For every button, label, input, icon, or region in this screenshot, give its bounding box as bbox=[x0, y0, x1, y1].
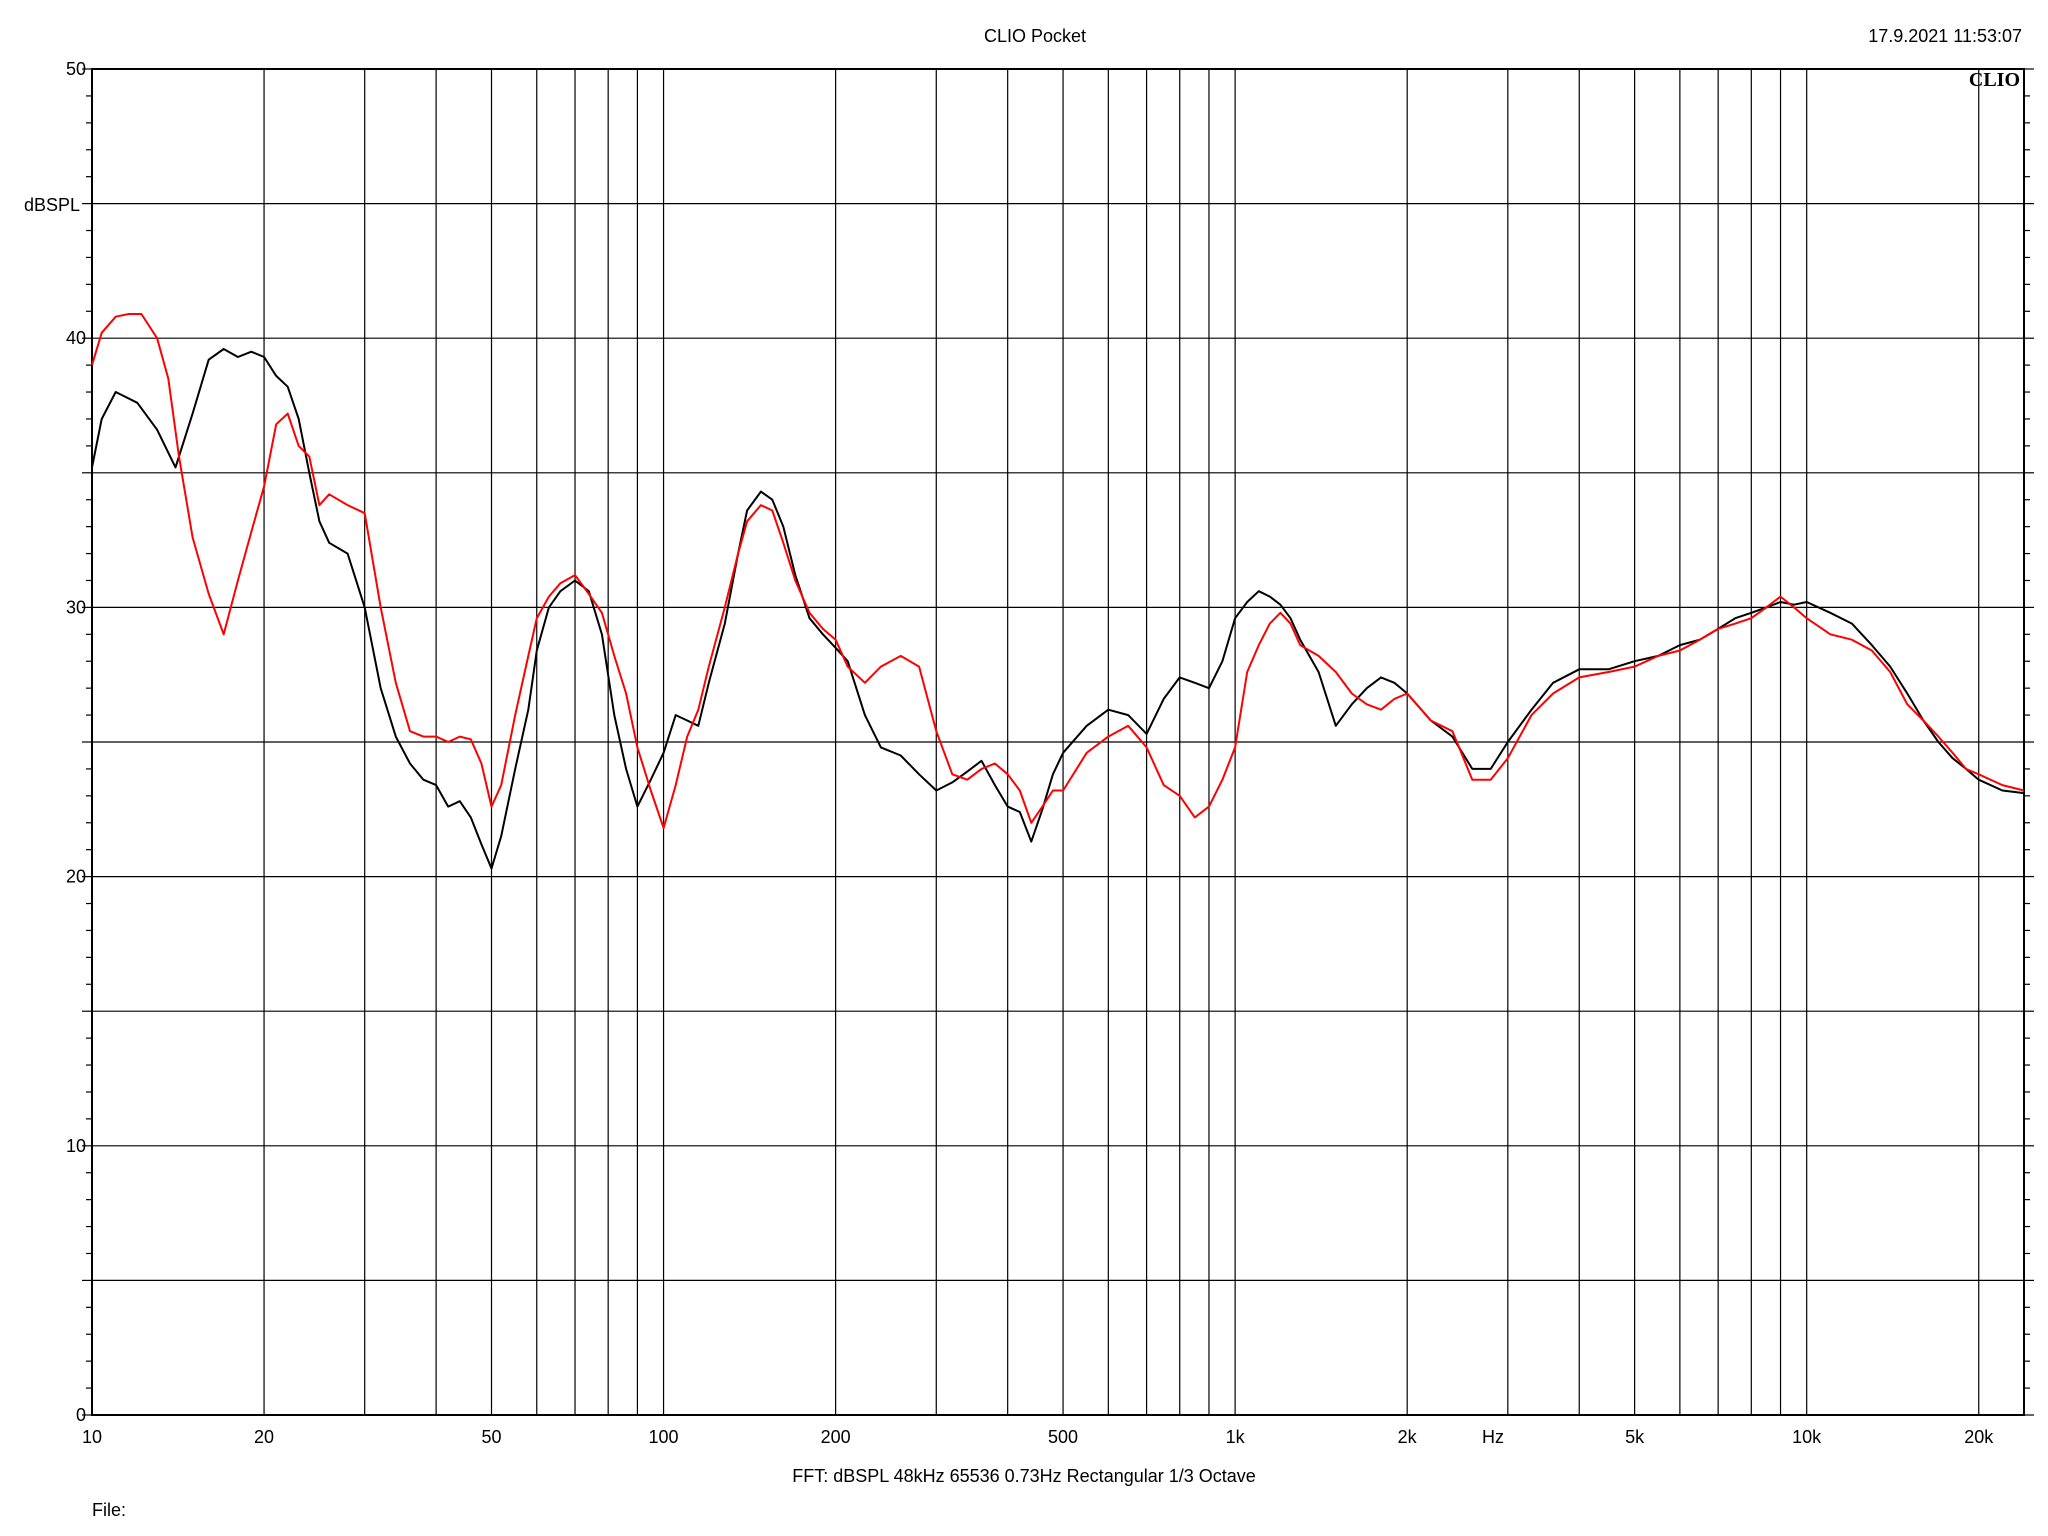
x-tick-label: 20 bbox=[254, 1427, 274, 1447]
y-axis-label: dBSPL bbox=[24, 195, 80, 215]
x-axis-tick-labels: 10 20 50 100 200 500 1k 2k 5k 10k 20k bbox=[82, 1427, 1994, 1447]
y-tick-label: 10 bbox=[66, 1136, 86, 1156]
y-tick-label: 50 bbox=[66, 59, 86, 79]
file-label: File: bbox=[92, 1500, 126, 1520]
timestamp: 17.9.2021 11:53:07 bbox=[1868, 26, 2022, 46]
y-tick-label: 20 bbox=[66, 867, 86, 887]
series-layer bbox=[91, 313, 2025, 870]
y-axis-tick-labels: 0 10 20 30 40 50 bbox=[66, 59, 86, 1425]
x-tick-label: 200 bbox=[821, 1427, 851, 1447]
y-tick-label: 0 bbox=[76, 1405, 86, 1425]
clio-logo: CLIO bbox=[1969, 69, 2020, 91]
x-axis-label: Hz bbox=[1482, 1427, 1504, 1447]
analysis-settings: FFT: dBSPL 48kHz 65536 0.73Hz Rectangula… bbox=[792, 1466, 1256, 1486]
x-tick-label: 10 bbox=[82, 1427, 102, 1447]
series-line-2 bbox=[91, 313, 2025, 830]
series-line-1 bbox=[91, 348, 2025, 870]
x-tick-label: 5k bbox=[1625, 1427, 1645, 1447]
y-tick-label: 30 bbox=[66, 597, 86, 617]
x-tick-label: 50 bbox=[481, 1427, 501, 1447]
x-tick-label: 1k bbox=[1226, 1427, 1246, 1447]
x-tick-label: 2k bbox=[1398, 1427, 1418, 1447]
chart-title: CLIO Pocket bbox=[984, 26, 1086, 46]
x-tick-label: 100 bbox=[649, 1427, 679, 1447]
major-gridlines bbox=[82, 68, 2034, 1416]
x-tick-label: 20k bbox=[1964, 1427, 1994, 1447]
plot-frame bbox=[91, 68, 2025, 1416]
x-tick-label: 10k bbox=[1792, 1427, 1822, 1447]
x-tick-label: 500 bbox=[1048, 1427, 1078, 1447]
y-tick-label: 40 bbox=[66, 328, 86, 348]
